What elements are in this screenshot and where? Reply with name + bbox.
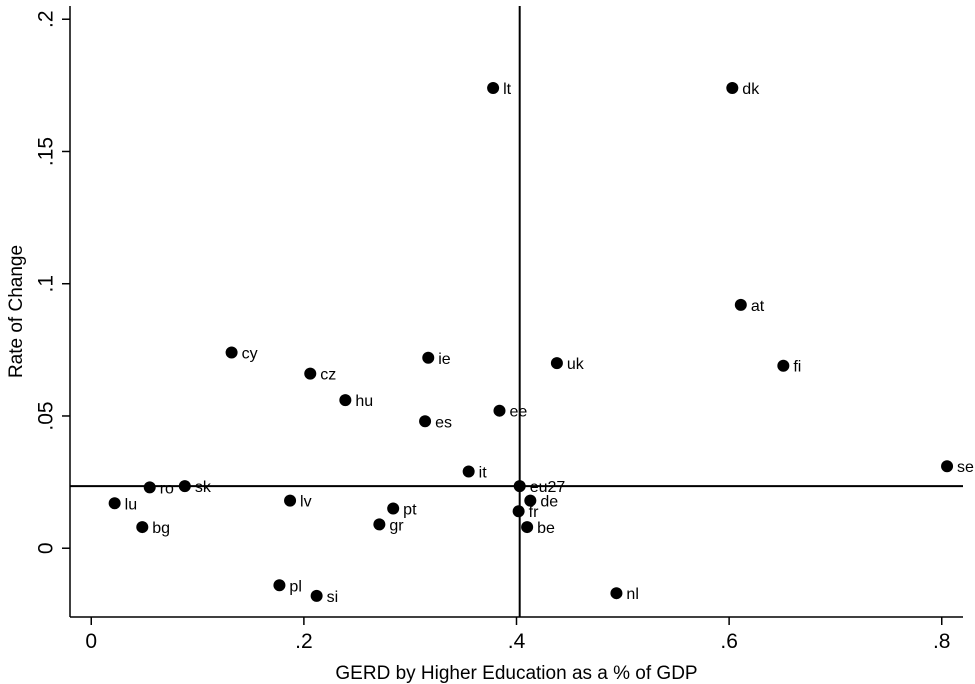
point-label: bg (152, 520, 170, 537)
point-marker (550, 357, 563, 370)
data-point-ee: ee (493, 404, 527, 421)
point-marker (284, 494, 297, 507)
point-label: si (327, 589, 339, 606)
point-marker (387, 502, 400, 515)
point-label: be (537, 520, 555, 537)
y-tick-label: .05 (35, 401, 58, 430)
data-point-lu: lu (108, 496, 137, 513)
data-point-at: at (734, 298, 765, 315)
point-marker (419, 415, 432, 428)
x-tick-label: 0 (85, 630, 97, 653)
data-point-nl: nl (610, 586, 639, 603)
data-point-pt: pt (387, 502, 417, 519)
point-marker (273, 579, 286, 592)
x-tick-label: .4 (508, 630, 526, 653)
point-label: fr (529, 504, 539, 521)
point-marker (493, 404, 506, 417)
data-point-lt: lt (487, 81, 512, 98)
point-marker (610, 587, 623, 600)
point-label: fi (793, 359, 801, 376)
data-point-de: de (524, 494, 558, 511)
x-tick-label: .8 (933, 630, 951, 653)
point-marker (513, 480, 526, 493)
data-point-it: it (462, 465, 488, 482)
point-label: es (435, 414, 452, 431)
point-marker (136, 521, 149, 534)
point-label: hu (355, 393, 373, 410)
axes-frame (69, 6, 963, 618)
point-label: dk (742, 81, 760, 98)
point-marker (178, 480, 191, 493)
point-marker (512, 505, 525, 518)
x-tick-label: .6 (720, 630, 738, 653)
point-marker (521, 521, 534, 534)
point-label: pt (403, 502, 417, 519)
point-label: de (540, 494, 558, 511)
point-label: lu (125, 496, 137, 513)
point-label: it (479, 465, 488, 482)
point-marker (777, 359, 790, 372)
point-label: sk (195, 479, 212, 496)
point-label: eu27 (530, 479, 566, 496)
y-tick-label: .1 (35, 275, 58, 293)
point-label: ee (509, 404, 527, 421)
data-point-pl: pl (273, 578, 302, 595)
data-point-se: se (941, 459, 974, 476)
point-label: pl (289, 578, 301, 595)
data-point-fi: fi (777, 359, 801, 376)
point-label: lt (503, 81, 512, 98)
point-marker (310, 589, 323, 602)
x-axis-title: GERD by Higher Education as a % of GDP (335, 663, 697, 684)
point-label: cz (320, 367, 336, 384)
point-marker (487, 81, 500, 94)
point-label: uk (567, 356, 585, 373)
data-point-eu27: eu27 (513, 479, 566, 496)
point-label: nl (626, 586, 638, 603)
data-point-si: si (310, 589, 339, 606)
data-point-cz: cz (304, 367, 336, 384)
data-point-gr: gr (373, 517, 404, 534)
point-label: se (957, 459, 974, 476)
point-marker (304, 367, 317, 380)
y-axis-title: Rate of Change (6, 245, 27, 378)
data-point-es: es (419, 414, 452, 431)
point-marker (339, 394, 352, 407)
data-point-ro: ro (143, 480, 174, 497)
data-point-uk: uk (550, 356, 585, 373)
point-marker (734, 298, 747, 311)
reference-lines (70, 6, 963, 617)
point-marker (462, 465, 475, 478)
point-marker (373, 518, 386, 531)
point-marker (726, 81, 739, 94)
data-point-sk: sk (178, 479, 212, 496)
point-label: cy (242, 345, 258, 362)
data-points: lt dk at cy ie uk fi cz hu ee es se it eu27 ro sk de lv lu… (108, 81, 974, 606)
data-point-dk: dk (726, 81, 760, 98)
data-point-lv: lv (284, 494, 312, 511)
point-marker (422, 351, 435, 364)
data-point-be: be (521, 520, 555, 537)
data-point-bg: bg (136, 520, 170, 537)
y-tick-label: 0 (35, 542, 58, 554)
point-marker (524, 494, 537, 507)
point-label: ro (160, 480, 174, 497)
point-marker (143, 481, 156, 494)
axis-ticks: 0 .2 .4 .6 .8 0 .05 .1 .15 .2 (35, 10, 951, 653)
y-tick-label: .15 (35, 137, 58, 166)
point-label: at (751, 298, 765, 315)
data-point-cy: cy (225, 345, 258, 362)
data-point-fr: fr (512, 504, 539, 521)
point-label: lv (300, 494, 312, 511)
point-label: ie (438, 351, 451, 368)
point-marker (225, 346, 238, 359)
point-marker (108, 497, 121, 510)
data-point-ie: ie (422, 351, 451, 368)
data-point-hu: hu (339, 393, 373, 410)
x-tick-label: .2 (295, 630, 313, 653)
point-label: gr (389, 517, 404, 534)
point-marker (941, 460, 954, 473)
y-tick-label: .2 (35, 10, 58, 28)
